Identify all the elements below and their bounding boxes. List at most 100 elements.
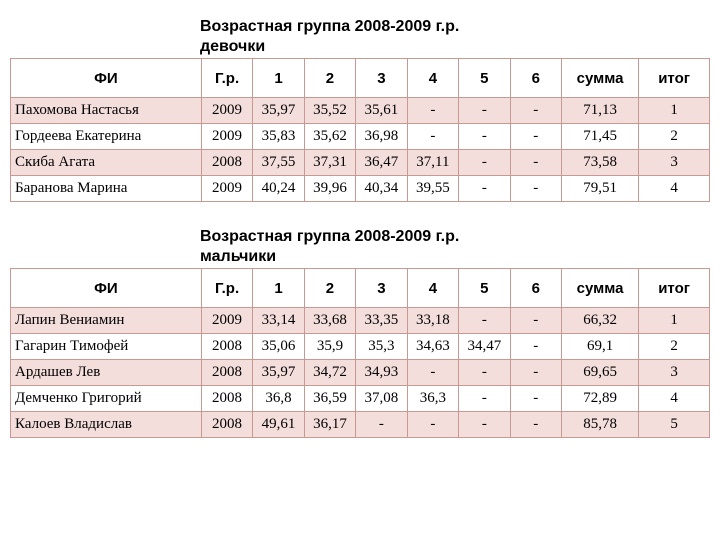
cell-sum: 69,1 [562,334,639,360]
table-girls: ФИ Г.р. 1 2 3 4 5 6 сумма итог Пахомова … [10,58,710,202]
col-1: 1 [253,59,304,98]
cell-result: 3 [639,150,710,176]
col-year: Г.р. [201,269,252,308]
cell-v5: - [459,176,510,202]
cell-sum: 85,78 [562,412,639,438]
cell-v6: - [510,150,561,176]
cell-name: Гагарин Тимофей [11,334,202,360]
cell-result: 1 [639,308,710,334]
cell-name: Калоев Владислав [11,412,202,438]
cell-v2: 35,62 [304,124,355,150]
cell-result: 1 [639,98,710,124]
cell-v6: - [510,334,561,360]
table-row: Гагарин Тимофей200835,0635,935,334,6334,… [11,334,710,360]
col-name: ФИ [11,269,202,308]
cell-result: 3 [639,360,710,386]
cell-v6: - [510,412,561,438]
cell-name: Гордеева Екатерина [11,124,202,150]
cell-year: 2009 [201,308,252,334]
cell-v5: - [459,308,510,334]
cell-v1: 37,55 [253,150,304,176]
cell-v2: 35,52 [304,98,355,124]
cell-sum: 71,13 [562,98,639,124]
col-4: 4 [407,59,458,98]
col-3: 3 [356,59,407,98]
table-row: Калоев Владислав200849,6136,17----85,785 [11,412,710,438]
col-2: 2 [304,269,355,308]
cell-name: Лапин Вениамин [11,308,202,334]
cell-sum: 72,89 [562,386,639,412]
cell-v4: 34,63 [407,334,458,360]
cell-v2: 37,31 [304,150,355,176]
cell-result: 4 [639,176,710,202]
cell-v5: 34,47 [459,334,510,360]
cell-v3: 33,35 [356,308,407,334]
cell-name: Ардашев Лев [11,360,202,386]
cell-v1: 35,06 [253,334,304,360]
col-4: 4 [407,269,458,308]
cell-v1: 35,97 [253,98,304,124]
cell-v1: 40,24 [253,176,304,202]
cell-v1: 35,83 [253,124,304,150]
col-5: 5 [459,59,510,98]
cell-sum: 79,51 [562,176,639,202]
cell-sum: 71,45 [562,124,639,150]
cell-v6: - [510,176,561,202]
col-5: 5 [459,269,510,308]
cell-v4: - [407,412,458,438]
section2-title: Возрастная группа 2008-2009 г.р. [200,228,710,246]
cell-v1: 36,8 [253,386,304,412]
col-result: итог [639,59,710,98]
section1-title: Возрастная группа 2008-2009 г.р. [200,18,710,36]
cell-year: 2008 [201,150,252,176]
cell-v6: - [510,386,561,412]
cell-v5: - [459,412,510,438]
cell-name: Скиба Агата [11,150,202,176]
cell-v2: 39,96 [304,176,355,202]
cell-v4: - [407,360,458,386]
col-sum: сумма [562,269,639,308]
cell-year: 2008 [201,334,252,360]
table-row: Демченко Григорий200836,836,5937,0836,3-… [11,386,710,412]
cell-year: 2009 [201,176,252,202]
cell-sum: 66,32 [562,308,639,334]
table-row: Лапин Вениамин200933,1433,6833,3533,18--… [11,308,710,334]
table-header-row: ФИ Г.р. 1 2 3 4 5 6 сумма итог [11,59,710,98]
cell-result: 2 [639,124,710,150]
table-row: Баранова Марина200940,2439,9640,3439,55-… [11,176,710,202]
col-name: ФИ [11,59,202,98]
cell-v2: 33,68 [304,308,355,334]
table-row: Гордеева Екатерина200935,8335,6236,98---… [11,124,710,150]
table-header-row: ФИ Г.р. 1 2 3 4 5 6 сумма итог [11,269,710,308]
col-year: Г.р. [201,59,252,98]
cell-v4: 36,3 [407,386,458,412]
cell-v4: 33,18 [407,308,458,334]
cell-v3: 35,61 [356,98,407,124]
cell-v6: - [510,308,561,334]
table-boys: ФИ Г.р. 1 2 3 4 5 6 сумма итог Лапин Вен… [10,268,710,438]
cell-name: Демченко Григорий [11,386,202,412]
cell-v3: 35,3 [356,334,407,360]
cell-v1: 35,97 [253,360,304,386]
cell-v4: - [407,124,458,150]
cell-v3: - [356,412,407,438]
cell-v6: - [510,98,561,124]
cell-year: 2008 [201,386,252,412]
cell-v4: 39,55 [407,176,458,202]
cell-v3: 34,93 [356,360,407,386]
cell-v5: - [459,124,510,150]
col-1: 1 [253,269,304,308]
cell-v4: 37,11 [407,150,458,176]
cell-year: 2009 [201,124,252,150]
cell-year: 2008 [201,360,252,386]
section1-subtitle: девочки [200,38,710,56]
col-6: 6 [510,59,561,98]
cell-v1: 49,61 [253,412,304,438]
table-row: Ардашев Лев200835,9734,7234,93---69,653 [11,360,710,386]
cell-v5: - [459,98,510,124]
cell-sum: 69,65 [562,360,639,386]
cell-year: 2009 [201,98,252,124]
cell-v3: 36,47 [356,150,407,176]
cell-name: Баранова Марина [11,176,202,202]
cell-v2: 35,9 [304,334,355,360]
